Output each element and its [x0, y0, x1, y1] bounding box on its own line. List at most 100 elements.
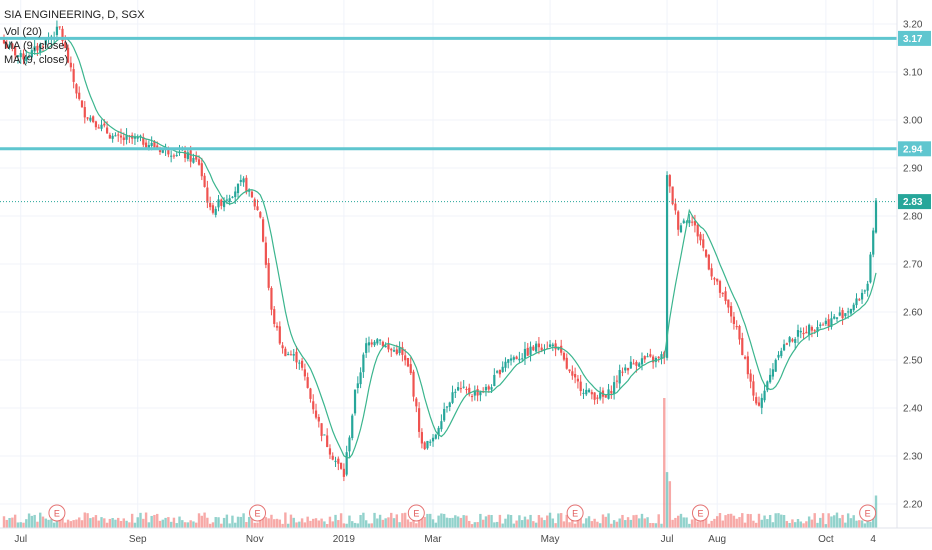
volume-bar [741, 513, 744, 528]
volume-bar [181, 520, 184, 528]
candle-body [16, 55, 20, 57]
candle-body [418, 408, 421, 432]
candle-body [743, 356, 747, 359]
volume-bar [44, 518, 47, 528]
volume-bar [245, 522, 248, 528]
candle-body [730, 306, 733, 317]
candle-body [869, 254, 872, 283]
candle-body [752, 381, 755, 396]
candle-body [314, 410, 318, 418]
volume-bar [548, 512, 552, 528]
y-tick-label: 3.00 [903, 116, 923, 127]
volume-bar [693, 512, 697, 528]
candle-body [339, 462, 343, 469]
candle-body [298, 362, 301, 364]
candle-body [214, 208, 217, 215]
candle-body [5, 43, 8, 49]
candle-body [22, 53, 25, 60]
volume-bar [763, 515, 766, 528]
candle-body [300, 360, 304, 368]
volume-bar [646, 517, 649, 528]
volume-bar [261, 514, 265, 528]
volume-bar [835, 512, 839, 528]
candle-body [749, 373, 752, 382]
candle-body [220, 199, 223, 206]
volume-bar [732, 515, 736, 528]
candle-body [872, 230, 875, 255]
volume-bar [5, 519, 8, 528]
candle-body [579, 381, 582, 392]
candle-body [635, 361, 638, 366]
candle-body [732, 316, 736, 325]
volume-bar [289, 514, 293, 528]
candle-body [858, 299, 861, 301]
candle-body [119, 135, 123, 138]
candle-body [225, 199, 228, 201]
volume-bar [378, 514, 382, 528]
volume-bar [275, 518, 279, 528]
volume-bar [651, 523, 655, 528]
volume-bar [727, 513, 730, 528]
candle-body [242, 178, 245, 183]
volume-bar [259, 516, 262, 528]
volume-bar [526, 519, 529, 528]
volume-bar [479, 513, 482, 528]
candle-body [317, 416, 320, 422]
candle-body [713, 278, 716, 280]
candle-body [788, 337, 791, 343]
volume-bar [323, 521, 326, 528]
volume-bar [183, 522, 187, 528]
candle-body [710, 268, 713, 277]
volume-bar [150, 515, 153, 528]
candle-body [518, 358, 521, 361]
volume-bar [557, 513, 560, 528]
volume-bar [47, 519, 50, 528]
candle-body [599, 392, 602, 399]
volume-bar [852, 515, 855, 528]
volume-bar [520, 520, 524, 528]
candle-body [342, 468, 345, 477]
candle-body [172, 155, 176, 157]
volume-bar [231, 515, 234, 528]
candle-body [203, 175, 206, 187]
volume-bar [100, 517, 103, 528]
volume-bar [217, 517, 220, 528]
volume-bar [234, 522, 237, 528]
candle-body [860, 292, 864, 300]
volume-bar [640, 513, 644, 528]
volume-bar [657, 514, 660, 528]
candle-body [844, 313, 847, 317]
volume-bar [429, 513, 432, 528]
price-badge-label: 2.94 [903, 144, 923, 155]
volume-bar [203, 512, 206, 528]
volume-bar [718, 513, 722, 528]
candle-body [568, 369, 571, 372]
candle-body [794, 339, 797, 343]
volume-bar [576, 517, 580, 528]
last-price-label: 2.83 [903, 197, 923, 208]
candle-body [863, 290, 866, 292]
volume-bar [534, 522, 538, 528]
volume-bar [713, 518, 716, 528]
earnings-marker-label: E [54, 509, 60, 519]
candle-body [264, 242, 267, 265]
volume-bar [618, 518, 621, 528]
last-price-badge [898, 194, 931, 210]
volume-bar [22, 522, 25, 528]
candle-body [217, 199, 220, 208]
volume-bar [214, 517, 217, 528]
volume-bar [766, 519, 769, 528]
candle-body [41, 46, 45, 48]
candle-body [289, 354, 293, 356]
candle-body [679, 225, 683, 233]
volume-bar [571, 517, 574, 528]
volume-bar [637, 518, 641, 528]
y-tick-label: 2.20 [903, 500, 923, 511]
candle-body [574, 374, 577, 378]
candle-body [674, 203, 677, 211]
volume-bar [676, 515, 680, 528]
candle-body [434, 434, 437, 439]
candle-body [855, 298, 858, 306]
